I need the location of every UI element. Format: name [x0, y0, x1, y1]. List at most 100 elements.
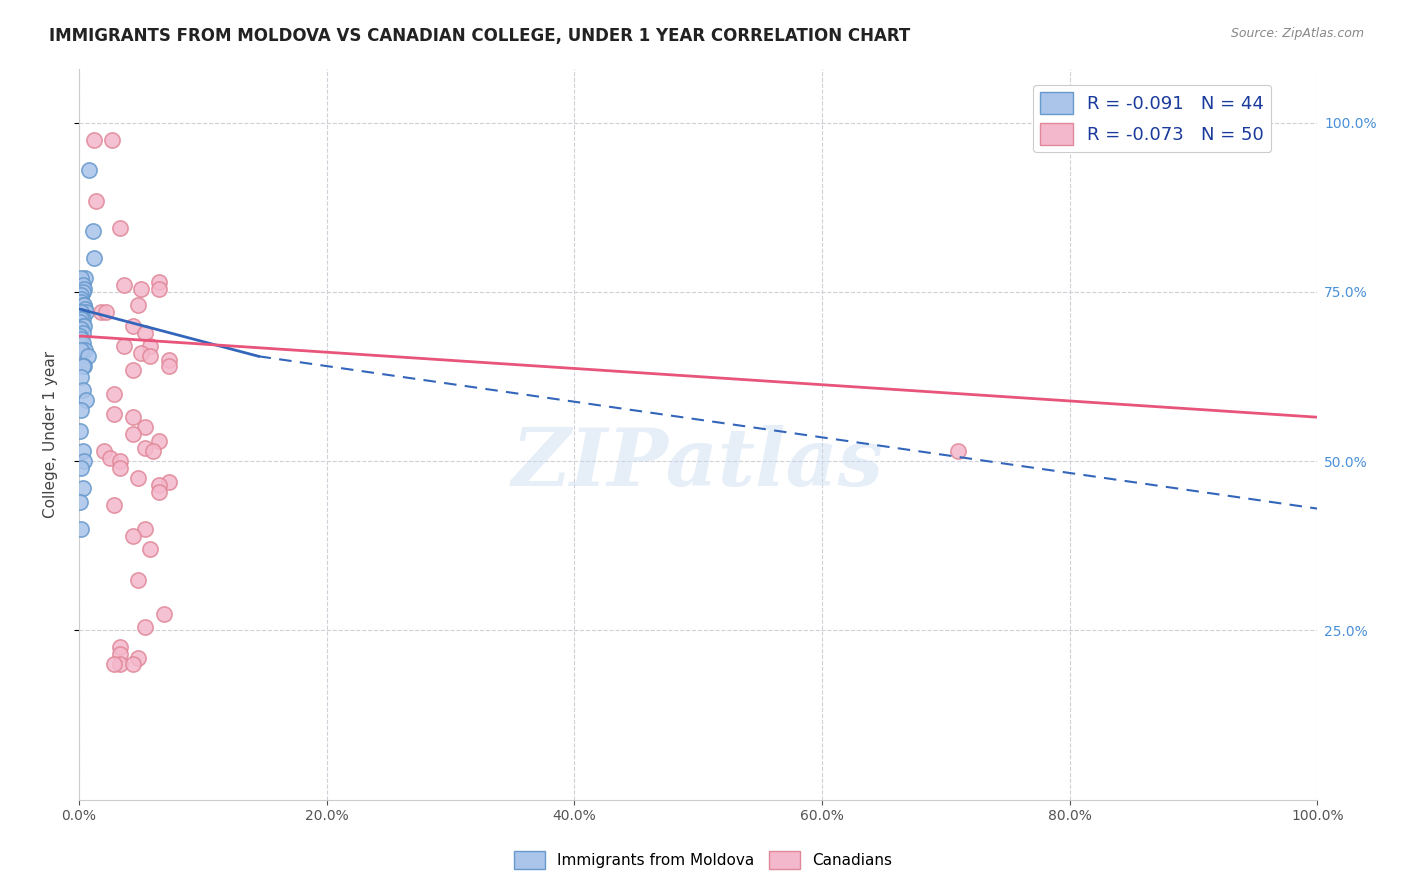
Point	[122, 529, 145, 543]
Point	[148, 282, 170, 296]
Point	[72, 335, 94, 350]
Point	[112, 278, 135, 293]
Point	[72, 326, 94, 340]
Point	[112, 339, 135, 353]
Point	[98, 450, 121, 465]
Point	[153, 607, 176, 621]
Point	[72, 383, 94, 397]
Point	[108, 220, 131, 235]
Point	[138, 542, 160, 557]
Text: IMMIGRANTS FROM MOLDOVA VS CANADIAN COLLEGE, UNDER 1 YEAR CORRELATION CHART: IMMIGRANTS FROM MOLDOVA VS CANADIAN COLL…	[49, 27, 911, 45]
Point	[82, 224, 104, 238]
Point	[148, 434, 170, 448]
Point	[103, 386, 125, 401]
Point	[134, 620, 156, 634]
Point	[134, 326, 156, 340]
Point	[73, 318, 96, 333]
Point	[75, 305, 97, 319]
Point	[103, 498, 125, 512]
Point	[70, 288, 93, 302]
Point	[108, 657, 131, 672]
Point	[108, 461, 131, 475]
Point	[142, 444, 165, 458]
Point	[72, 359, 94, 374]
Point	[103, 407, 125, 421]
Point	[73, 359, 96, 374]
Point	[129, 282, 152, 296]
Point	[73, 282, 96, 296]
Point	[69, 292, 91, 306]
Point	[70, 271, 93, 285]
Point	[108, 647, 131, 661]
Point	[157, 359, 180, 374]
Point	[83, 251, 105, 265]
Point	[70, 522, 93, 536]
Text: ZIPatlas: ZIPatlas	[512, 425, 884, 502]
Point	[83, 133, 105, 147]
Point	[129, 346, 152, 360]
Point	[101, 133, 124, 147]
Point	[69, 329, 91, 343]
Point	[948, 444, 970, 458]
Point	[72, 481, 94, 495]
Point	[122, 427, 145, 442]
Point	[77, 163, 100, 178]
Point	[134, 441, 156, 455]
Point	[70, 343, 93, 357]
Point	[138, 339, 160, 353]
Point	[148, 484, 170, 499]
Point	[72, 278, 94, 293]
Point	[69, 495, 91, 509]
Point	[148, 275, 170, 289]
Point	[127, 471, 149, 485]
Point	[108, 640, 131, 655]
Point	[108, 454, 131, 468]
Point	[122, 657, 145, 672]
Point	[84, 194, 107, 208]
Point	[75, 301, 97, 316]
Point	[90, 305, 112, 319]
Point	[75, 343, 97, 357]
Legend: R = -0.091   N = 44, R = -0.073   N = 50: R = -0.091 N = 44, R = -0.073 N = 50	[1033, 85, 1271, 153]
Point	[72, 444, 94, 458]
Point	[122, 363, 145, 377]
Point	[127, 650, 149, 665]
Point	[96, 305, 118, 319]
Point	[93, 444, 115, 458]
Text: Source: ZipAtlas.com: Source: ZipAtlas.com	[1230, 27, 1364, 40]
Point	[134, 420, 156, 434]
Point	[75, 393, 97, 408]
Point	[69, 305, 91, 319]
Point	[69, 315, 91, 329]
Point	[70, 322, 93, 336]
Point	[72, 318, 94, 333]
Point	[70, 332, 93, 346]
Point	[76, 349, 98, 363]
Point	[127, 298, 149, 312]
Point	[134, 522, 156, 536]
Y-axis label: College, Under 1 year: College, Under 1 year	[44, 351, 58, 517]
Point	[148, 478, 170, 492]
Point	[72, 312, 94, 326]
Point	[70, 461, 93, 475]
Point	[157, 352, 180, 367]
Point	[72, 285, 94, 299]
Point	[122, 318, 145, 333]
Point	[69, 424, 91, 438]
Point	[75, 271, 97, 285]
Point	[70, 295, 93, 310]
Point	[72, 298, 94, 312]
Point	[157, 475, 180, 489]
Point	[138, 349, 160, 363]
Point	[122, 410, 145, 425]
Point	[70, 403, 93, 417]
Point	[73, 298, 96, 312]
Point	[70, 309, 93, 323]
Point	[70, 312, 93, 326]
Legend: Immigrants from Moldova, Canadians: Immigrants from Moldova, Canadians	[508, 845, 898, 875]
Point	[127, 573, 149, 587]
Point	[73, 454, 96, 468]
Point	[103, 657, 125, 672]
Point	[70, 369, 93, 384]
Point	[69, 335, 91, 350]
